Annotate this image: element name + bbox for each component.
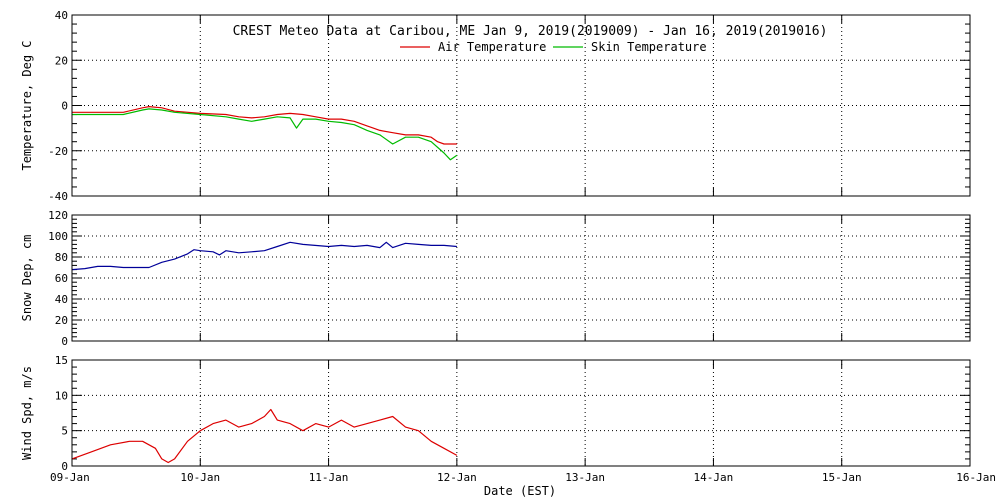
x-tick-label: 09-Jan: [50, 471, 90, 484]
panels: -40 -20 0 20 40 Temperature, Deg C Air Tempera…: [20, 9, 996, 484]
y-tick-label: 0: [61, 100, 68, 113]
chart-title: CREST Meteo Data at Caribou, ME Jan 9, 2…: [233, 24, 828, 39]
x-tick-label: 12-Jan: [437, 471, 477, 484]
y-tick-label: 0: [61, 335, 68, 348]
x-tick-label: 15-Jan: [822, 471, 862, 484]
legend: Air Temperature Skin Temperature: [400, 40, 707, 54]
plot-frame: [71, 14, 971, 197]
series-line-skin-temperature: [72, 108, 458, 161]
plot-frame: [71, 214, 971, 342]
legend-label: Skin Temperature: [591, 40, 707, 54]
y-axis-label: Wind Spd, m/s: [20, 366, 34, 460]
y-tick-label: 120: [48, 209, 68, 222]
x-axis-label: Date (EST): [484, 484, 556, 498]
x-tick-label: 14-Jan: [694, 471, 734, 484]
y-axis-label: Temperature, Deg C: [20, 40, 34, 170]
x-tick-label: 11-Jan: [309, 471, 349, 484]
panel-2: 0 20 40 60 80 100 120 Snow Dep, cm: [20, 209, 971, 348]
x-tick-label: 16-Jan: [956, 471, 996, 484]
y-tick-label: 100: [48, 230, 68, 243]
series-line-panel-2: [71, 241, 457, 271]
series-line-air-temperature: [72, 106, 457, 145]
series-line-panel-3: [71, 408, 458, 464]
y-tick-label: 5: [61, 425, 68, 438]
y-tick-label: 15: [55, 354, 68, 367]
y-tick-label: 60: [55, 272, 68, 285]
y-tick-label: 40: [55, 293, 68, 306]
y-tick-label: 20: [55, 314, 68, 327]
y-tick-label: -40: [48, 190, 68, 203]
y-tick-label: 0: [61, 460, 68, 473]
y-tick-label: -20: [48, 145, 68, 158]
x-tick-label: 13-Jan: [565, 471, 605, 484]
y-axis-label: Snow Dep, cm: [20, 235, 34, 322]
y-tick-label: 20: [55, 54, 68, 67]
legend-label: Air Temperature: [438, 40, 546, 54]
plot-frame: [71, 359, 971, 467]
y-tick-label: 80: [55, 251, 68, 264]
panel-3: 0 5 10 15 Wind Spd, m/s: [20, 354, 971, 473]
panel-1: -40 -20 0 20 40 Temperature, Deg C Air Tempera…: [20, 9, 971, 203]
x-tick-label: 10-Jan: [180, 471, 220, 484]
y-tick-label: 10: [55, 389, 68, 402]
y-tick-label: 40: [55, 9, 68, 22]
